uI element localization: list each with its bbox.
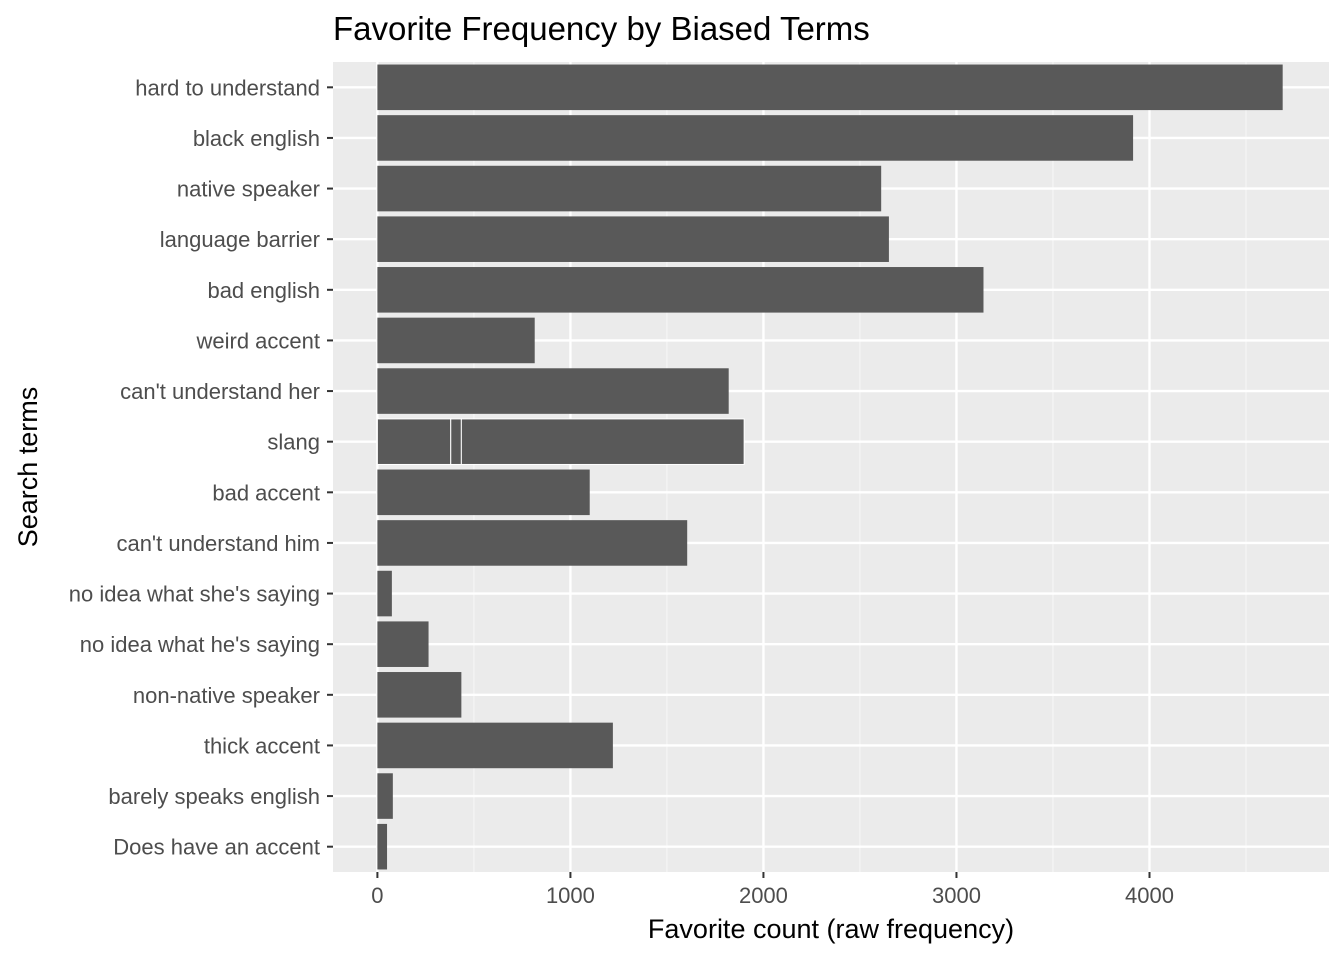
x-axis: 0 1000 2000 3000 4000: [371, 872, 1174, 908]
bar-can-t-understand-him: [377, 520, 688, 566]
bar-slang-segment-3: [460, 418, 745, 465]
y-tick-label: Does have an accent: [113, 835, 320, 860]
bar-barely-speaks-english: [377, 773, 393, 819]
y-tick-label: language barrier: [160, 227, 320, 252]
y-tick-label: can't understand him: [116, 531, 320, 556]
chart-title: Favorite Frequency by Biased Terms: [333, 10, 870, 47]
y-axis: hard to understand black english native sp…: [69, 75, 333, 860]
bar-language-barrier: [377, 216, 889, 262]
y-tick-label: no idea what she's saying: [69, 582, 320, 607]
y-tick-label: black english: [193, 126, 320, 151]
y-tick-label: non-native speaker: [133, 683, 320, 708]
x-tick-label: 1000: [546, 883, 595, 908]
bar-hard-to-understand: [377, 64, 1283, 111]
x-tick-label: 3000: [932, 883, 981, 908]
y-tick-label: no idea what he's saying: [80, 632, 320, 657]
y-tick-label: native speaker: [177, 177, 320, 202]
y-tick-label: slang: [267, 430, 320, 455]
bar-thick-accent: [377, 722, 613, 769]
bars: [376, 64, 1283, 870]
bar-bad-english: [377, 267, 984, 313]
y-tick-label: bad accent: [212, 480, 320, 505]
bar-non-native-speaker: [377, 672, 462, 718]
y-axis-title: Search terms: [13, 387, 43, 548]
x-axis-title: Favorite count (raw frequency): [648, 914, 1014, 944]
x-tick-label: 2000: [739, 883, 788, 908]
bar-can-t-understand-her: [377, 368, 729, 414]
bar-slang-segment-2: [450, 418, 462, 465]
bar-bad-accent: [377, 469, 590, 516]
y-tick-label: bad english: [207, 278, 320, 303]
y-tick-label: thick accent: [204, 733, 320, 758]
bar-black-english: [377, 115, 1134, 161]
bar-does-have-an-accent: [377, 823, 388, 870]
bar-no-idea-what-he-s-saying: [377, 621, 429, 667]
y-tick-label: weird accent: [195, 328, 320, 353]
bar-weird-accent: [377, 317, 535, 364]
y-tick-label: hard to understand: [135, 75, 320, 100]
bar-no-idea-what-she-s-saying: [377, 570, 392, 617]
bar-native-speaker: [377, 165, 882, 212]
x-tick-label: 0: [371, 883, 383, 908]
y-tick-label: barely speaks english: [108, 784, 320, 809]
y-tick-label: can't understand her: [120, 379, 320, 404]
bar-slang-segment-1: [376, 418, 452, 465]
x-tick-label: 4000: [1125, 883, 1174, 908]
